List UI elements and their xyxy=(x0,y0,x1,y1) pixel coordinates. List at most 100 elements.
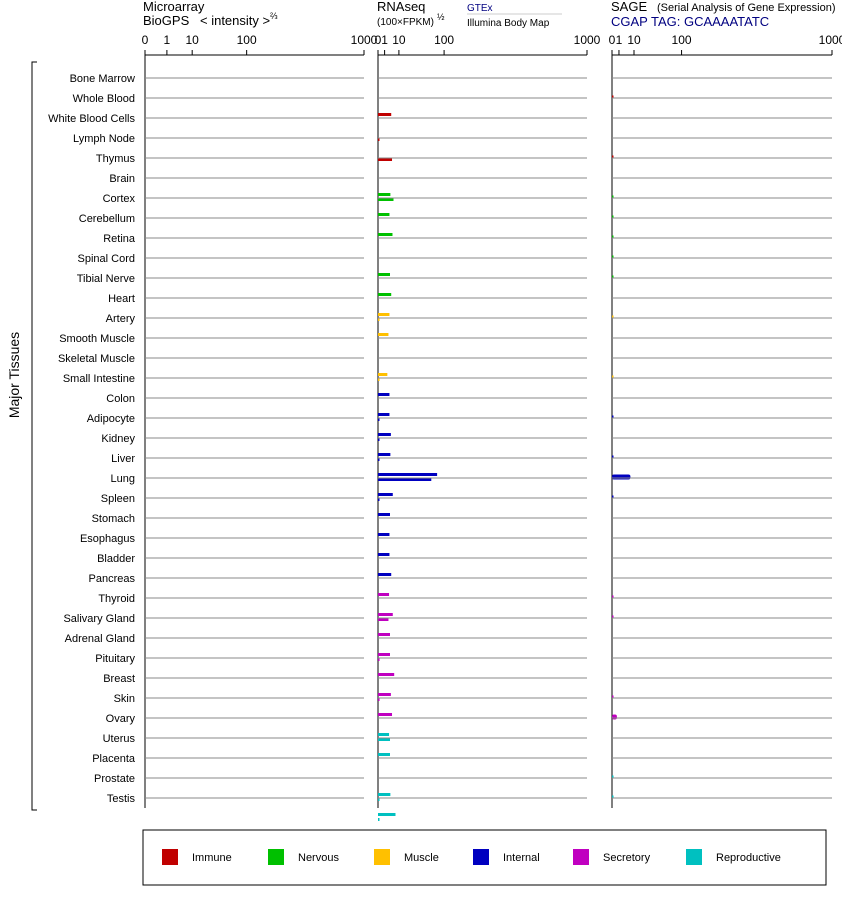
ibm-bar xyxy=(378,318,380,321)
gtex-bar xyxy=(378,293,392,296)
tissue-row: Adrenal Gland xyxy=(65,633,832,661)
ibm-bar xyxy=(378,478,432,481)
gtex-bar xyxy=(378,513,391,516)
tissue-bracket xyxy=(31,61,37,811)
legend-label-internal: Internal xyxy=(503,852,540,864)
tissue-label: Lymph Node xyxy=(73,133,135,145)
gtex-bar xyxy=(378,213,390,216)
ibm-bar xyxy=(378,798,380,801)
microarray-title: Microarray xyxy=(143,0,205,14)
tissue-row: Colon xyxy=(106,393,832,421)
gtex-bar xyxy=(378,553,390,556)
legend-swatch-muscle xyxy=(374,849,390,865)
ibm-bar xyxy=(378,498,380,501)
tissue-row: Artery xyxy=(106,313,832,336)
gtex-bar xyxy=(378,493,393,496)
microarray-tick-label: 0 xyxy=(142,33,149,47)
legend-swatch-secretory xyxy=(573,849,589,865)
sage-tick-label: 10 xyxy=(627,33,641,47)
tissue-row: Small Intestine xyxy=(63,373,832,396)
tissue-row: Pancreas xyxy=(89,573,832,599)
tissue-label: Artery xyxy=(106,313,136,325)
tissue-label: Skin xyxy=(114,693,135,705)
tissue-label: Heart xyxy=(108,293,135,305)
sage-bar xyxy=(612,615,614,619)
ibm-bar xyxy=(378,198,394,201)
legend-swatch-immune xyxy=(162,849,178,865)
legend-swatch-nervous xyxy=(268,849,284,865)
sage-bar xyxy=(612,695,614,699)
sage-bar xyxy=(612,474,631,480)
tissue-row: Prostate xyxy=(94,773,832,801)
tissue-label: Salivary Gland xyxy=(63,613,135,625)
tissue-label: Bone Marrow xyxy=(70,73,135,85)
tissue-row: White Blood Cells xyxy=(48,113,832,141)
gtex-bar xyxy=(378,233,393,236)
tissue-label: Pancreas xyxy=(89,573,136,585)
sage-bar xyxy=(612,155,614,159)
tissue-label: Cerebellum xyxy=(79,213,135,225)
rnaseq-tick-label: 1000 xyxy=(574,33,601,47)
tissue-label: Ovary xyxy=(106,713,136,725)
tissue-row: Uterus xyxy=(103,733,832,756)
tissue-row: Whole Blood xyxy=(73,93,832,116)
gtex-bar xyxy=(378,713,393,716)
ibm-bar xyxy=(378,818,380,821)
legend-label-reproductive: Reproductive xyxy=(716,852,781,864)
ibm-bar xyxy=(378,738,391,741)
tissue-label: Prostate xyxy=(94,773,135,785)
tissue-label: Smooth Muscle xyxy=(59,333,135,345)
gtex-bar xyxy=(378,273,391,276)
tissue-label: Uterus xyxy=(103,733,136,745)
tissue-label: Tibial Nerve xyxy=(77,273,135,285)
sage-bar xyxy=(612,275,614,279)
microarray-subtitle: BioGPS xyxy=(143,13,190,28)
sage-bar xyxy=(612,714,617,720)
tissue-row: Lymph Node xyxy=(73,133,832,161)
sage-bar xyxy=(612,255,614,259)
ibm-bar xyxy=(378,138,380,141)
gtex-bar xyxy=(378,573,392,576)
tissue-row: Liver xyxy=(111,453,832,481)
gtex-bar xyxy=(378,373,388,376)
microarray-exponent: ⅔ xyxy=(270,11,278,21)
tissue-row: Cortex xyxy=(103,193,832,219)
microarray-tick-label: 100 xyxy=(237,33,257,47)
legend-label-secretory: Secretory xyxy=(603,852,651,864)
sage-tick-label: 1000 xyxy=(819,33,842,47)
legend-box xyxy=(142,829,827,886)
ibm-bar xyxy=(378,618,389,621)
tissue-label: Stomach xyxy=(92,513,135,525)
tissue-label: Whole Blood xyxy=(73,93,135,105)
tissue-row: Kidney xyxy=(101,433,832,461)
rnaseq-exponent: ½ xyxy=(437,12,445,22)
gtex-bar xyxy=(378,333,389,336)
legend-label-nervous: Nervous xyxy=(298,852,339,864)
sage-tag: CGAP TAG: GCAAAATATC xyxy=(611,14,769,29)
tissue-row: Skeletal Muscle xyxy=(58,353,832,381)
rnaseq-tick-label: 1 xyxy=(381,33,388,47)
tissue-label: White Blood Cells xyxy=(48,113,135,125)
tissue-label: Thyroid xyxy=(98,593,135,605)
sage-bar xyxy=(612,315,614,319)
sage-bar xyxy=(612,235,614,239)
tissue-row: Bone Marrow xyxy=(70,73,832,99)
microarray-tick-label: 10 xyxy=(186,33,200,47)
rnaseq-tick-label: 0 xyxy=(375,33,382,47)
ibm-bar xyxy=(378,378,380,381)
rnaseq-unit: (100×FPKM) xyxy=(377,17,434,28)
gtex-bar xyxy=(378,473,438,476)
sage-tick-label: 0 xyxy=(609,33,616,47)
tissue-row: Retina xyxy=(103,233,832,259)
gtex-bar xyxy=(378,113,392,116)
sage-bar xyxy=(612,795,614,799)
microarray-tick-label: 1 xyxy=(164,33,171,47)
ibm-bar xyxy=(378,158,393,161)
sage-tick-label: 1 xyxy=(616,33,623,47)
gtex-bar xyxy=(378,193,391,196)
tissue-row: Bladder xyxy=(97,553,832,576)
sage-bar xyxy=(612,415,614,419)
tissue-label: Colon xyxy=(106,393,135,405)
tissue-row: Thyroid xyxy=(98,593,832,621)
